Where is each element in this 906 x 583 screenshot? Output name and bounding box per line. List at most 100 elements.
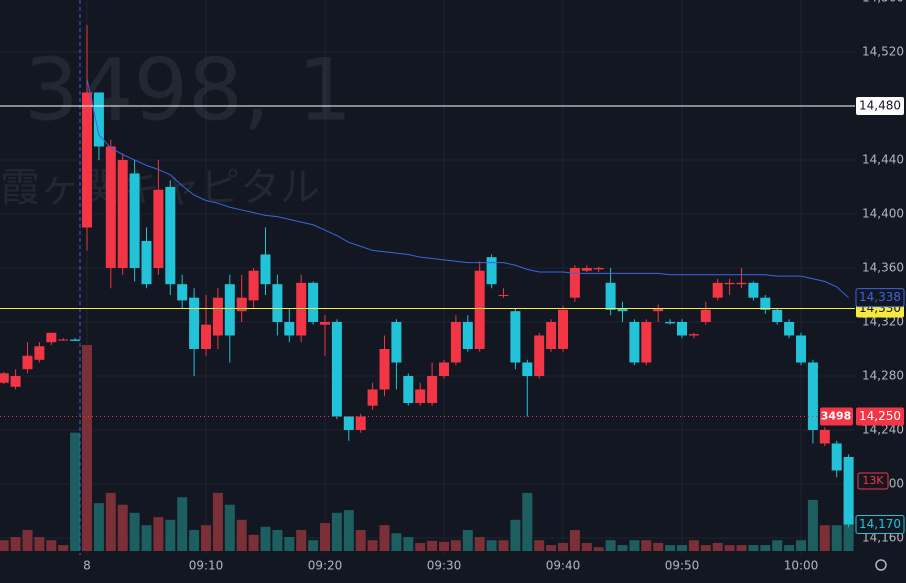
- candle-body: [819, 429, 830, 444]
- candle-body: [653, 308, 664, 312]
- volume-bar: [569, 530, 580, 551]
- candle-body: [581, 267, 592, 271]
- candle-body: [343, 416, 354, 430]
- candle-body: [403, 375, 414, 403]
- volume-bar: [510, 519, 521, 551]
- x-tick-label: 09:50: [665, 559, 700, 573]
- candle-body: [34, 346, 45, 360]
- volume-bar: [581, 542, 592, 551]
- volume-bar: [629, 540, 640, 551]
- volume-bar: [677, 545, 687, 551]
- volume-bar: [403, 537, 414, 551]
- volume-bar: [486, 540, 497, 551]
- candle-body: [331, 321, 342, 417]
- candle-body: [224, 284, 235, 336]
- candle-body: [439, 362, 449, 376]
- candle-body: [843, 456, 854, 525]
- price-tag-label: 14,480: [859, 98, 901, 112]
- volume-bar: [807, 499, 818, 551]
- candle-body: [605, 282, 616, 310]
- symbol-tag: [820, 407, 853, 426]
- candle-body: [355, 416, 366, 430]
- volume-bar: [177, 497, 188, 551]
- volume-bar: [653, 542, 664, 551]
- candle-body: [474, 270, 485, 349]
- volume-bar: [498, 540, 509, 551]
- volume-tag-label: 13K: [862, 474, 884, 487]
- candle-body: [153, 189, 164, 268]
- volume-bar: [153, 517, 164, 551]
- volume-bar: [796, 540, 806, 551]
- volume-bar: [201, 525, 211, 551]
- volume-bar: [296, 530, 307, 551]
- y-tick-label: 14,240: [862, 422, 904, 436]
- y-tick-label: 14,280: [862, 368, 904, 382]
- candle-body: [831, 443, 842, 471]
- price-layer: [0, 24, 855, 528]
- volume-bar: [558, 542, 568, 551]
- x-tick-label: 8: [83, 559, 91, 573]
- candle-body: [784, 321, 795, 336]
- volume-bar: [700, 545, 711, 551]
- volume-bar: [165, 519, 176, 551]
- volume-bar: [70, 432, 81, 551]
- candle-body: [308, 282, 319, 322]
- volume-bar: [712, 542, 723, 551]
- volume-bar: [248, 534, 259, 551]
- volume-bar: [546, 545, 557, 551]
- volume-bar: [308, 540, 319, 551]
- candle-body: [427, 375, 438, 403]
- volume-bar: [522, 492, 533, 551]
- volume-bar: [784, 545, 795, 551]
- x-tick-label: 09:40: [546, 559, 581, 573]
- y-tick-label: 14,400: [862, 206, 904, 220]
- y-tick-label: 14,440: [862, 152, 904, 166]
- volume-bar: [450, 540, 461, 551]
- y-tick-label: 14,360: [862, 260, 904, 274]
- volume-bar: [605, 540, 616, 551]
- candle-body: [617, 308, 628, 312]
- volume-bar: [641, 540, 652, 551]
- volume-bar: [46, 540, 57, 551]
- volume-bar: [224, 504, 235, 551]
- volume-bar: [355, 530, 366, 551]
- candle-body: [93, 92, 104, 147]
- candle-body: [593, 267, 604, 270]
- candle-body: [796, 335, 806, 363]
- candle-body: [748, 282, 759, 298]
- candle-body: [450, 321, 461, 363]
- x-tick-label: 10:00: [784, 559, 819, 573]
- volume-bar: [58, 545, 69, 551]
- candle-body: [70, 339, 81, 341]
- candle-body: [498, 294, 509, 296]
- volume-bar: [593, 547, 604, 551]
- volume-bar: [284, 537, 295, 551]
- candle-body: [82, 92, 92, 228]
- volume-bar: [831, 525, 842, 551]
- volume-bar: [688, 540, 699, 551]
- candle-body: [248, 270, 259, 301]
- candle-body: [712, 282, 723, 298]
- volume-bar: [105, 492, 116, 551]
- volume-bar: [93, 503, 104, 551]
- volume-bar: [34, 537, 45, 551]
- volume-bar: [343, 510, 354, 551]
- candle-body: [165, 186, 176, 285]
- volume-bar: [391, 533, 402, 551]
- candle-body: [700, 309, 711, 322]
- volume-bar: [617, 545, 628, 551]
- volume-bar: [736, 545, 747, 551]
- volume-bar: [427, 540, 438, 551]
- volume-bar: [117, 504, 128, 551]
- candle-body: [260, 254, 271, 285]
- volume-bar: [772, 540, 783, 551]
- settings-icon[interactable]: [875, 559, 887, 571]
- candle-body: [534, 335, 545, 376]
- axis-layer: 14,16014,20014,24014,28014,32014,36014,4…: [83, 0, 905, 573]
- x-tick-label: 09:10: [189, 559, 224, 573]
- candle-body: [772, 309, 783, 322]
- time-axis: [0, 555, 855, 583]
- volume-bar: [379, 525, 390, 551]
- y-tick-label: 14,160: [862, 530, 904, 544]
